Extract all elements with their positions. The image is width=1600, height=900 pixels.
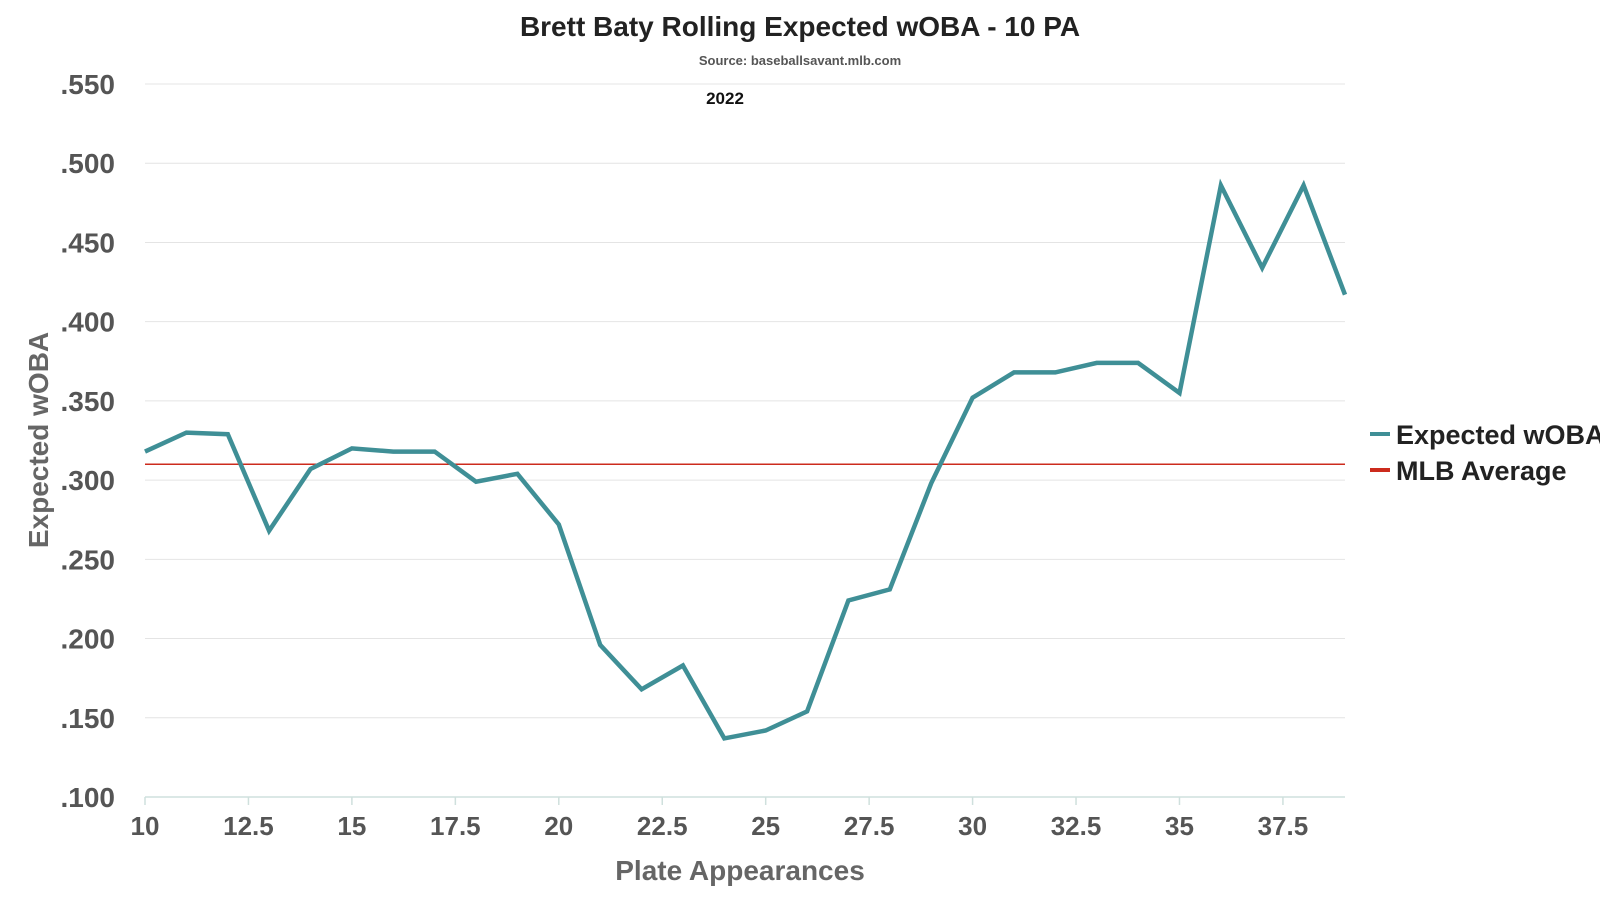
y-axis-tick-labels: .100 .150 .200 .250 .300 .350 .400 .450 .500 .550 — [61, 69, 116, 813]
x-tick-label: 27.5 — [844, 811, 895, 841]
legend-label-expected-woba: Expected wOBA — [1396, 420, 1600, 450]
series-layer — [144, 178, 1348, 741]
x-axis — [144, 796, 1345, 805]
year-annotation: 2022 — [706, 89, 744, 108]
x-tick-label: 12.5 — [223, 811, 274, 841]
x-axis-tick-labels: 10 12.5 15 17.5 20 22.5 25 27.5 30 32.5 35 37.5 — [131, 811, 1309, 841]
x-tick-label: 10 — [131, 811, 160, 841]
chart-subtitle: Source: baseballsavant.mlb.com — [699, 53, 901, 68]
expected-woba-line — [144, 178, 1348, 741]
x-tick-label: 37.5 — [1258, 811, 1309, 841]
legend: Expected wOBA MLB Average — [1370, 420, 1600, 486]
y-tick-label: .250 — [61, 544, 116, 575]
x-tick-label: 17.5 — [430, 811, 481, 841]
x-tick-label: 30 — [958, 811, 987, 841]
y-tick-label: .150 — [61, 703, 116, 734]
y-tick-label: .550 — [61, 69, 116, 100]
y-tick-label: .500 — [61, 148, 116, 179]
x-tick-label: 22.5 — [637, 811, 688, 841]
x-tick-label: 25 — [751, 811, 780, 841]
y-axis-title: Expected wOBA — [23, 332, 54, 548]
x-tick-label: 35 — [1165, 811, 1194, 841]
x-axis-title: Plate Appearances — [615, 855, 865, 886]
chart-title: Brett Baty Rolling Expected wOBA - 10 PA — [520, 11, 1080, 42]
y-tick-label: .450 — [61, 227, 116, 258]
legend-label-mlb-average: MLB Average — [1396, 456, 1567, 486]
y-tick-label: .350 — [61, 386, 116, 417]
x-tick-label: 20 — [544, 811, 573, 841]
x-tick-label: 15 — [337, 811, 366, 841]
y-tick-label: .300 — [61, 465, 116, 496]
y-tick-label: .200 — [61, 624, 116, 655]
y-tick-label: .100 — [61, 782, 116, 813]
y-tick-label: .400 — [61, 307, 116, 338]
x-tick-label: 32.5 — [1051, 811, 1102, 841]
gridlines — [145, 83, 1345, 719]
